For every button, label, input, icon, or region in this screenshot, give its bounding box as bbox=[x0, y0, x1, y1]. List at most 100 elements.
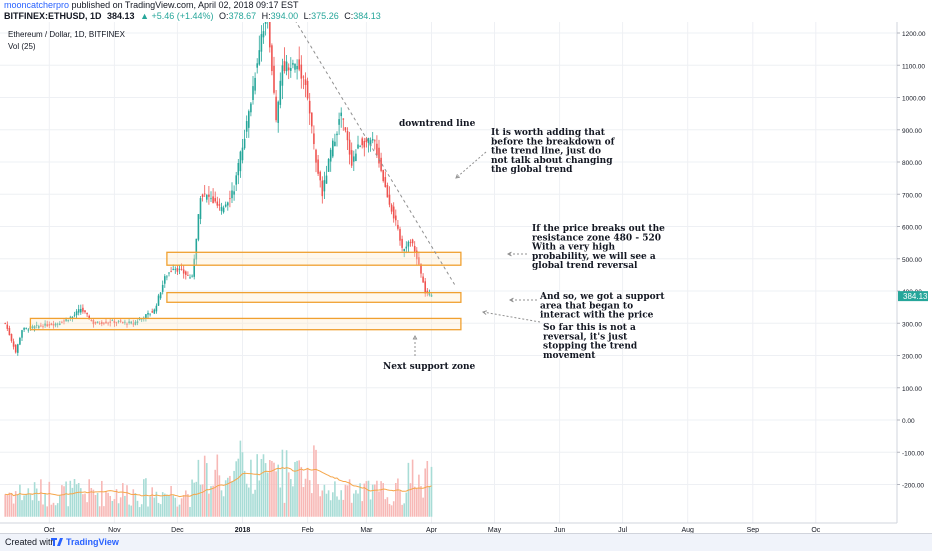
volume-bar bbox=[124, 495, 126, 517]
candle-body bbox=[403, 249, 405, 251]
arrow-head bbox=[508, 297, 514, 303]
volume-bar bbox=[86, 502, 88, 517]
volume-bar bbox=[31, 500, 34, 517]
volume-bar bbox=[94, 494, 97, 517]
author-link[interactable]: mooncatcherpro bbox=[4, 0, 70, 10]
candle-body bbox=[33, 326, 36, 329]
symbol-label: BITFINEX:ETHUSD, 1D bbox=[4, 11, 102, 21]
candle-body bbox=[115, 322, 118, 324]
candle-body bbox=[220, 206, 223, 212]
candle-body bbox=[166, 276, 168, 278]
candle-body bbox=[130, 321, 132, 324]
candle-body bbox=[374, 140, 376, 142]
volume-bar bbox=[269, 460, 271, 517]
candle-body bbox=[311, 112, 313, 127]
volume-bar bbox=[212, 485, 214, 517]
volume-bar bbox=[403, 503, 405, 517]
volume-bar bbox=[401, 504, 403, 517]
candle-body bbox=[12, 341, 15, 347]
candle-body bbox=[172, 268, 174, 270]
volume-bar bbox=[237, 458, 240, 517]
volume-bar bbox=[88, 479, 90, 517]
candle-body bbox=[40, 325, 42, 327]
volume-bar bbox=[19, 484, 21, 517]
volume-bar bbox=[96, 493, 99, 517]
candle-body bbox=[151, 311, 153, 313]
volume-bar bbox=[292, 486, 294, 517]
tradingview-brand[interactable]: TradingView bbox=[66, 537, 119, 547]
annotation-text: downtrend line bbox=[399, 119, 476, 129]
volume-bar bbox=[243, 470, 246, 517]
volume-bar bbox=[245, 483, 248, 517]
volume-bar bbox=[25, 494, 27, 517]
volume-bar bbox=[222, 496, 225, 517]
candle-body bbox=[304, 79, 307, 85]
candle-body bbox=[321, 180, 324, 197]
candle-body bbox=[210, 198, 212, 200]
price-chart[interactable]: downtrend line It is worth adding thatbef… bbox=[0, 22, 932, 533]
candle-body bbox=[258, 50, 261, 65]
volume-bar bbox=[254, 489, 256, 517]
candle-body bbox=[38, 325, 40, 329]
volume-bar bbox=[290, 479, 292, 517]
annotation-text: interact with the price bbox=[540, 311, 654, 321]
candle-body bbox=[44, 323, 46, 326]
candle-body bbox=[323, 180, 326, 192]
volume-bar bbox=[304, 478, 307, 517]
candle-body bbox=[128, 321, 130, 323]
annotation-text: So far this is not a bbox=[543, 323, 636, 333]
volume-bar bbox=[98, 506, 101, 517]
volume-bar bbox=[21, 500, 23, 517]
candle-body bbox=[413, 245, 416, 252]
candle-body bbox=[378, 147, 380, 164]
tradingview-logo-icon bbox=[51, 538, 63, 546]
price-axis[interactable]: 1200.00 1100.00 1000.00 900.00 800.00 700.00 6… bbox=[897, 31, 926, 490]
volume-bar bbox=[422, 497, 424, 517]
candle-body bbox=[420, 263, 422, 274]
high-label: H: bbox=[261, 11, 271, 21]
candle-body bbox=[212, 196, 214, 204]
volume-bar bbox=[33, 482, 36, 517]
volume-bar bbox=[313, 445, 315, 517]
volume-bar bbox=[392, 501, 395, 517]
candle-body bbox=[170, 270, 172, 272]
candle-body bbox=[113, 320, 116, 324]
last-price-tag: 384.13 bbox=[898, 291, 928, 302]
candle-body bbox=[180, 268, 183, 270]
volume-bar bbox=[390, 505, 393, 517]
volume-bar bbox=[367, 480, 370, 517]
annotation-text: probability, we will see a bbox=[532, 252, 656, 262]
candle-body bbox=[98, 323, 101, 325]
time-axis[interactable]: Oct Nov Dec 2018 Feb Mar Apr May Jun Jul Aug Sep Oc bbox=[44, 527, 821, 533]
volume-bar bbox=[214, 469, 216, 517]
candle-body bbox=[65, 319, 67, 322]
volume-bar bbox=[143, 479, 145, 517]
candle-body bbox=[241, 147, 244, 161]
candle-body bbox=[390, 204, 393, 212]
candle-body bbox=[61, 322, 63, 324]
candle-body bbox=[353, 156, 355, 162]
arrow-head bbox=[455, 174, 461, 179]
annotation-text: stopping the trend bbox=[543, 342, 638, 352]
annotation-text: the trend line, just do bbox=[491, 147, 601, 157]
volume-bar bbox=[208, 493, 210, 517]
volume-bar bbox=[218, 475, 221, 517]
volume-bar bbox=[189, 506, 191, 517]
volume-bar bbox=[132, 489, 135, 517]
volume-bar bbox=[178, 504, 181, 517]
candle-body bbox=[363, 140, 366, 148]
volume-bar bbox=[103, 506, 105, 517]
y-tick-label: 300.00 bbox=[902, 321, 922, 328]
volume-bar bbox=[17, 494, 19, 517]
volume-bar bbox=[327, 490, 330, 517]
zone-box bbox=[166, 251, 462, 266]
volume-bar bbox=[250, 459, 252, 517]
candle-body bbox=[418, 257, 420, 265]
candle-body bbox=[325, 175, 328, 184]
annotation-text: reversal, it's just bbox=[543, 332, 628, 342]
candle-body bbox=[10, 334, 13, 341]
volume-bar bbox=[258, 480, 261, 517]
volume-bar bbox=[56, 503, 59, 517]
y-tick-label: 700.00 bbox=[902, 192, 922, 199]
volume-bar bbox=[38, 500, 40, 517]
